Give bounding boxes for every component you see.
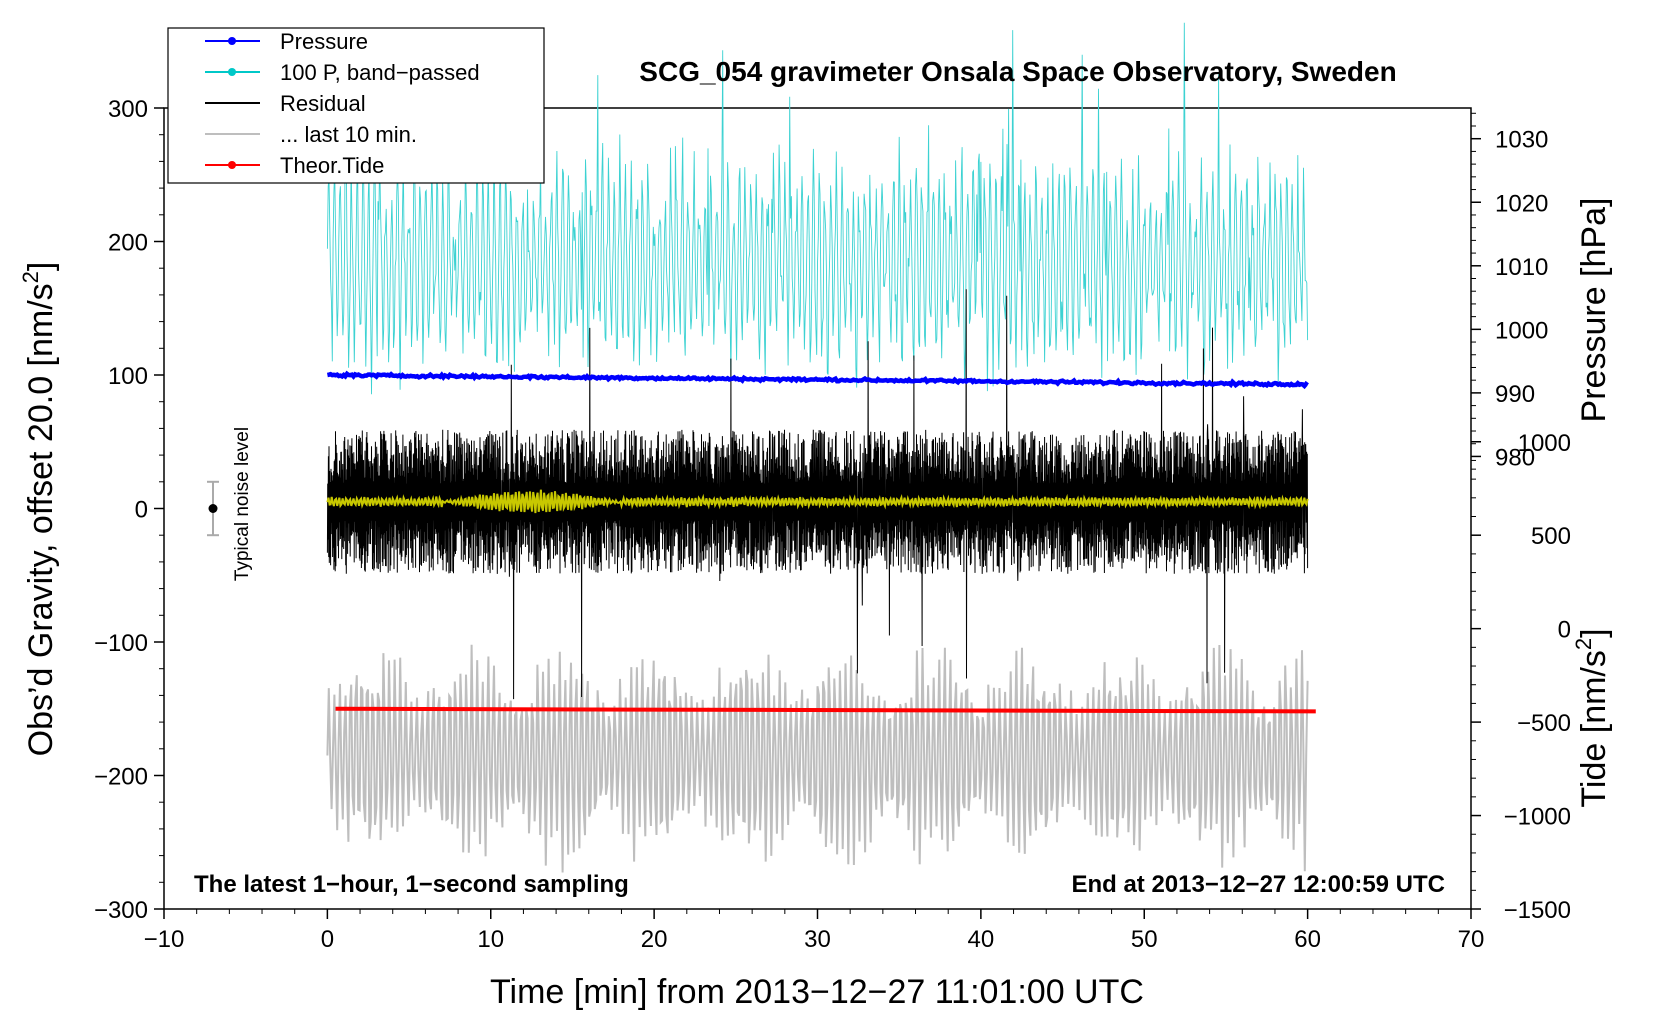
y-axis-label-main: Obs’d Gravity, offset 20.0 [nm/s2] <box>18 262 60 757</box>
series-pressure <box>326 370 1309 390</box>
series-residual <box>326 289 1309 700</box>
legend-label: ... last 10 min. <box>280 122 417 147</box>
tide-tick-label: −1000 <box>1504 804 1571 831</box>
series-filtered-residual <box>326 489 1309 514</box>
series-theoretical-tide <box>335 706 1316 714</box>
pressure-tick-label: 1020 <box>1495 190 1548 217</box>
annotation-sampling: The latest 1−hour, 1−second sampling <box>194 871 629 898</box>
pressure-tick-label: 990 <box>1495 381 1535 408</box>
y-tick-label: −200 <box>94 764 148 791</box>
y-tick-label: 100 <box>108 363 148 390</box>
legend-label: 100 P, band−passed <box>280 60 480 85</box>
y-axis-label-main-sup: 2 <box>18 271 43 283</box>
pressure-tick-label: 1000 <box>1495 317 1548 344</box>
x-tick-label: 30 <box>804 926 831 953</box>
legend-marker <box>228 37 236 45</box>
tide-tick-label: 1000 <box>1518 430 1571 457</box>
y-tick-label: 200 <box>108 230 148 257</box>
chart-title: SCG_054 gravimeter Onsala Space Observat… <box>639 56 1396 87</box>
noise-bar-dot <box>208 504 218 513</box>
x-tick-label: 0 <box>321 926 334 953</box>
noise-level-bar <box>207 480 220 537</box>
x-tick-label: 20 <box>641 926 668 953</box>
y-tick-label: 0 <box>135 497 148 524</box>
legend-label: Residual <box>280 91 366 116</box>
tide-tick-label: −1500 <box>1504 897 1571 924</box>
y-axis-label-tide: Tide [nm/s2] <box>1571 628 1613 807</box>
pressure-tick-label: 1030 <box>1495 127 1548 154</box>
legend-label: Pressure <box>280 29 368 54</box>
y-tick-label: 300 <box>108 96 148 123</box>
y-axis-label-tide-text: Tide [nm/s <box>1575 650 1613 807</box>
y-tick-label: −300 <box>94 897 148 924</box>
legend-marker <box>228 161 236 169</box>
pressure-tick-label: 1010 <box>1495 254 1548 281</box>
legend: Pressure 100 P, band−passed Residual ... la… <box>167 27 545 184</box>
noise-level-label: Typical noise level <box>232 427 253 581</box>
tide-tick-label: −500 <box>1517 710 1571 737</box>
y-tick-label: −100 <box>94 630 148 657</box>
legend-marker <box>228 68 236 76</box>
y-axis-label-tide-sup: 2 <box>1571 638 1596 650</box>
x-tick-label: 10 <box>477 926 504 953</box>
series-layer <box>326 22 1316 873</box>
tide-tick-label: 500 <box>1531 523 1571 550</box>
x-axis-label: Time [min] from 2013−12−27 11:01:00 UTC <box>490 973 1144 1011</box>
legend-label: Theor.Tide <box>280 153 384 178</box>
y-axis-label-tide-end: ] <box>1575 628 1613 637</box>
x-tick-label: 60 <box>1294 926 1321 953</box>
x-tick-label: 50 <box>1131 926 1158 953</box>
legend-box <box>167 27 545 184</box>
pressure-tick-label: 980 <box>1495 444 1535 471</box>
series-last-10-min <box>326 644 1309 873</box>
y-axis-label-pressure: Pressure [hPa] <box>1575 198 1613 423</box>
x-tick-label: 70 <box>1458 926 1485 953</box>
x-tick-label: −10 <box>144 926 185 953</box>
tide-tick-label: 0 <box>1558 617 1571 644</box>
ticks-layer: −10 0 10 20 30 40 50 60 703002001000−100−200−300… <box>94 96 1571 953</box>
annotation-end-time: End at 2013−12−27 12:00:59 UTC <box>1071 871 1445 898</box>
x-tick-label: 40 <box>968 926 995 953</box>
y-axis-label-main-end: ] <box>22 262 60 271</box>
series-bandpassed-pressure <box>326 22 1309 395</box>
y-axis-label-main-text: Obs’d Gravity, offset 20.0 [nm/s <box>22 283 60 756</box>
